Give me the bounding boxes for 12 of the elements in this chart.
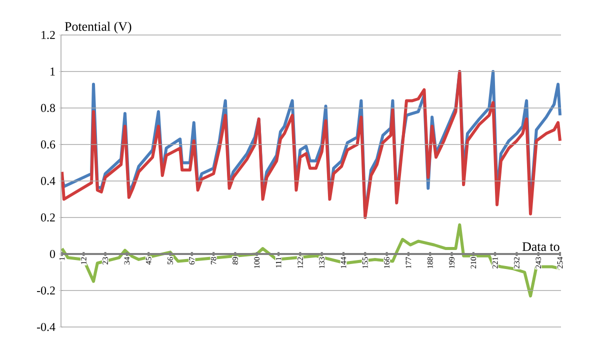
y-tick-label: -0.4 [36, 322, 56, 332]
y-tick-label: 1 [50, 68, 55, 76]
y-tick-label: 0.8 [40, 104, 56, 112]
annotation: Data to [522, 242, 560, 251]
line-series [60, 223, 562, 298]
y-tick-label: -0.2 [36, 286, 55, 295]
y-tick-label: 1.2 [42, 30, 55, 40]
y-tick-label: 0.2 [40, 213, 55, 222]
y-tick-label: 0.6 [40, 140, 56, 149]
y-tick-label: 0 [50, 250, 56, 258]
y-tick-label: 0.4 [40, 176, 56, 186]
y-axis-title: Potential (V) [64, 22, 132, 34]
